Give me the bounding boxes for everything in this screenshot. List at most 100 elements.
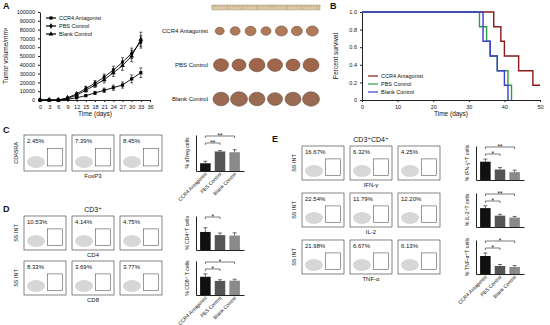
tick-mark: [38, 30, 40, 31]
error-bar: [130, 75, 133, 83]
error-bar: [498, 214, 502, 215]
tumor-photo: [268, 93, 283, 106]
marker: [38, 97, 41, 102]
marker: [47, 97, 52, 101]
bar: [200, 163, 211, 171]
legend-label: CCR4 Antagonist: [381, 73, 424, 79]
tick: 20000: [20, 80, 40, 86]
bar: [509, 267, 520, 274]
y-axis-line: [476, 241, 477, 275]
x-axis-line: [197, 250, 245, 251]
tick-label: 0.6: [349, 44, 357, 50]
tick: 30000: [20, 71, 40, 77]
flow-frame: [120, 135, 162, 171]
tick: 36: [147, 100, 153, 110]
marker: [102, 77, 107, 81]
tick: 30: [466, 100, 472, 110]
significance-label: *: [491, 244, 494, 251]
cell-cloud: [353, 212, 371, 224]
y-axis-title: Percent survival: [332, 32, 339, 79]
bar-chart: ***% IFN-γ⁺T cells: [464, 143, 525, 182]
flow-frame: [350, 146, 392, 180]
tumor-photo: [249, 58, 265, 72]
gate: [48, 229, 63, 245]
tick-mark: [113, 100, 114, 102]
tick-mark: [540, 100, 541, 102]
legend-label: PBS Control: [59, 23, 89, 29]
y-axis-line: [476, 147, 477, 181]
y-axis: [196, 136, 197, 172]
tick: 40: [502, 100, 508, 110]
gate: [326, 159, 341, 175]
marker: [47, 97, 50, 102]
tick-label: 0: [361, 104, 364, 110]
ruler-tick: [305, 5, 306, 7]
tick-mark: [38, 21, 40, 22]
marker: [129, 53, 134, 57]
gate: [422, 159, 437, 175]
x-axis-title: IFN-γ: [364, 182, 379, 188]
bar: [495, 216, 506, 227]
marker: [138, 37, 143, 41]
gate-percentage: 4.14%: [75, 219, 93, 225]
gate-percentage: 22.54%: [305, 196, 326, 202]
bar: [200, 277, 211, 295]
gate-percentage: 21.98%: [305, 243, 326, 249]
gate: [326, 253, 341, 269]
series-line: [362, 12, 512, 100]
significance-label: **: [217, 132, 223, 139]
tick-label: 21: [102, 104, 108, 110]
ruler-tick: [224, 5, 225, 7]
tumor-photo: [261, 27, 271, 36]
ruler-tick: [296, 5, 297, 7]
y-axis-line: [196, 136, 197, 172]
y-axis-line: [362, 13, 363, 101]
tick-label: 30: [466, 104, 472, 110]
error-bar: [130, 50, 133, 61]
plot-area: [200, 150, 240, 171]
ruler-tick: [227, 5, 228, 9]
significance-label: *: [491, 197, 494, 204]
x-axis-line: [477, 180, 525, 181]
bar: [215, 235, 226, 250]
gate: [96, 229, 111, 245]
tick-label: 3: [48, 104, 51, 110]
plot-area: [38, 32, 143, 102]
tick: 24: [111, 100, 117, 110]
error-bar: [218, 233, 222, 235]
flow-frame: [398, 240, 440, 274]
x-axis-line: [477, 227, 525, 228]
tick-label: 9: [66, 104, 69, 110]
tick: Blank Control: [492, 274, 517, 299]
bar-chart: CCR4 AntagonistPBS ControlBlank Control*…: [177, 258, 245, 325]
tick-mark: [38, 65, 40, 66]
tumor-photo: [230, 27, 240, 36]
gate: [144, 274, 159, 290]
bar-chart: CCR4 AntagonistPBS ControlBlank Control*…: [177, 132, 245, 203]
ruler-tick: [221, 5, 222, 7]
marker: [75, 91, 78, 97]
tick-label: 1.0: [349, 9, 357, 15]
marker: [74, 92, 79, 96]
tick: 33: [138, 100, 144, 110]
tick: 21: [102, 100, 108, 110]
ruler-tick: [293, 5, 294, 7]
marker: [139, 71, 142, 74]
tick-label: Blank Control: [492, 274, 517, 299]
gate: [96, 274, 111, 290]
error-bar: [203, 274, 207, 277]
error-bar: [513, 170, 517, 172]
cell-cloud: [75, 156, 93, 168]
series-line: [40, 42, 141, 100]
marker: [83, 88, 88, 92]
error-bar: [203, 161, 207, 163]
marker: [65, 96, 70, 100]
gate-percentage: 3.69%: [75, 264, 93, 270]
tick-mark: [141, 100, 142, 102]
error-bar: [121, 61, 124, 70]
tick-label: 40: [502, 104, 508, 110]
tick: 0.2: [349, 80, 362, 86]
gate-percentage: 8.33%: [27, 264, 45, 270]
ruler-tick: [239, 5, 240, 7]
x-axis: 01020304050: [361, 100, 544, 110]
